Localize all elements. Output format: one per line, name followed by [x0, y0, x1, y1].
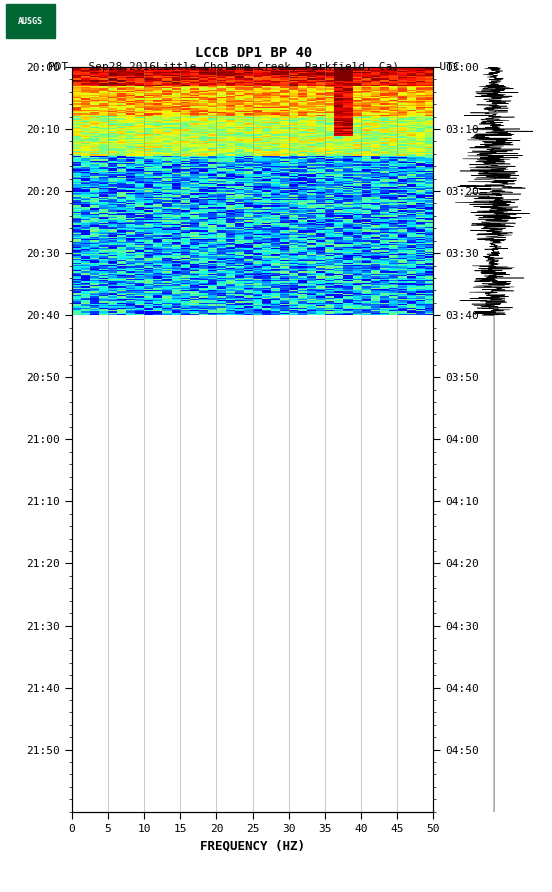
- Text: AUSGS: AUSGS: [18, 17, 43, 26]
- X-axis label: FREQUENCY (HZ): FREQUENCY (HZ): [200, 839, 305, 852]
- Text: PDT   Sep28,2016Little Cholame Creek, Parkfield, Ca)      UTC: PDT Sep28,2016Little Cholame Creek, Park…: [48, 62, 460, 72]
- Text: LCCB DP1 BP 40: LCCB DP1 BP 40: [195, 46, 312, 61]
